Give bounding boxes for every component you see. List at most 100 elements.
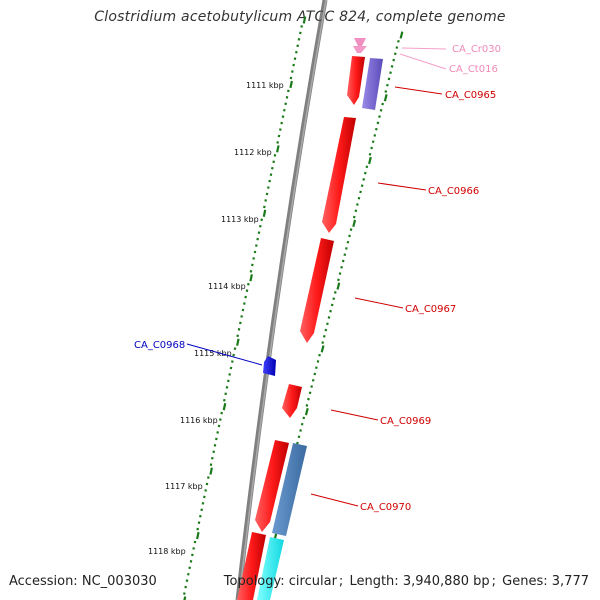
scale-tick [324,328,328,332]
scale-tick [322,334,326,338]
scale-tick [318,353,321,357]
scale-tick [310,385,313,388]
topology-value: circular [288,574,337,589]
scale-tick [196,531,200,540]
feature-ca-c0967[interactable] [300,238,334,343]
genes-label: Genes: [502,574,548,589]
scale-tick [343,253,347,257]
scale-tick [236,338,240,346]
scale-tick [368,156,372,165]
scale-tick [209,467,213,475]
feature-ca-c0970[interactable] [255,440,289,532]
label-ca-ct016: CA_Ct016 [449,64,498,75]
scale-tick [340,265,343,269]
feature-red-gene-bottom[interactable] [237,532,266,600]
scale-tick [362,178,366,181]
length-value: 3,940,880 bp [402,574,490,589]
accession-info: Accession: NC_003030 [9,574,157,589]
genome-title: Clostridium acetobutylicum ATCC 824, com… [94,9,506,25]
scale-tick [327,316,331,319]
accession-value: NC_003030 [81,574,157,589]
label-ca-c0966: CA_C0966 [428,186,479,197]
scale-tick [346,240,350,244]
scale-tick [337,278,340,282]
scale-tick [330,303,334,307]
scale-tick [289,80,293,89]
feature-ca-ct016[interactable] [353,46,367,53]
genome-backbone [235,0,328,600]
scale-label: 1111 kbp [246,81,284,90]
feature-steel-blue-gene[interactable] [272,443,307,536]
scale-tick [320,345,325,353]
scale-tick [363,171,367,175]
scale-tick [360,184,364,188]
scale-tick [376,121,380,125]
scale-tick [296,441,299,445]
scale-tick [297,435,301,439]
scale-tick [183,596,187,600]
scale-tick [395,46,399,49]
feature-ca-c0969[interactable] [282,384,302,418]
scale-tick [332,297,336,301]
scale-label: 1117 kbp [165,482,203,491]
scale-tick [300,422,304,426]
label-ca-c0970: CA_C0970 [360,502,411,513]
scale-tick [333,291,337,294]
scale-tick [341,259,345,263]
scale-tick [390,65,394,68]
scale-tick [302,416,306,420]
scale-tick [399,31,404,39]
scale-tick [359,190,362,194]
scale-label: 1116 kbp [180,416,218,425]
scale-tick [308,391,312,395]
topology-info: Topology: circular; Length: 3,940,880 bp… [223,574,589,589]
scale-tick [393,52,397,56]
scale-tick [315,366,318,370]
scale-tick [381,102,384,106]
scale-tick [311,378,315,382]
scale-tick [379,108,383,112]
scale-tick [354,209,358,213]
length-label: Length: [349,574,399,589]
scale-tick [304,408,309,416]
scale-labels: 1111 kbp 1112 kbp 1113 kbp 1114 kbp 1115 kbp… [148,81,284,556]
genes-value: 3,777 [551,574,589,589]
scale-tick [276,145,280,153]
scale-ticks-left [183,16,307,600]
scale-tick [378,115,381,118]
scale-tick [345,247,348,250]
feature-ca-c0966[interactable] [322,117,356,233]
scale-tick [374,127,378,131]
scale-tick [299,429,302,432]
scale-tick [389,71,392,75]
scale-tick [387,77,391,81]
scale-tick [386,83,389,87]
feature-ca-c0965[interactable] [347,56,365,105]
scale-label: 1113 kbp [221,215,259,224]
scale-tick [329,309,332,313]
scale-label: 1118 kbp [148,547,186,556]
scale-tick [357,196,361,200]
feature-ca-cr030[interactable] [354,38,366,46]
accession-label: Accession: [9,574,78,589]
scale-tick [373,134,377,137]
scale-tick [352,215,356,219]
label-ca-cr030: CA_Cr030 [452,44,501,55]
scale-tick [384,90,388,93]
feature-cyan-gene[interactable] [257,537,284,600]
scale-tick [326,322,329,326]
scale-tick [321,341,325,344]
feature-ca-c0968[interactable] [263,356,276,376]
label-ca-c0965: CA_C0965 [445,90,496,101]
scale-tick [305,404,309,407]
scale-tick [336,282,341,290]
scale-tick [392,58,396,62]
scale-tick [383,94,388,102]
scale-label: 1114 kbp [208,282,246,291]
feature-lavender-gene[interactable] [362,58,383,110]
scale-tick [262,209,267,217]
scale-tick [356,203,359,206]
scale-tick [313,372,317,376]
label-ca-c0967: CA_C0967 [405,304,456,315]
